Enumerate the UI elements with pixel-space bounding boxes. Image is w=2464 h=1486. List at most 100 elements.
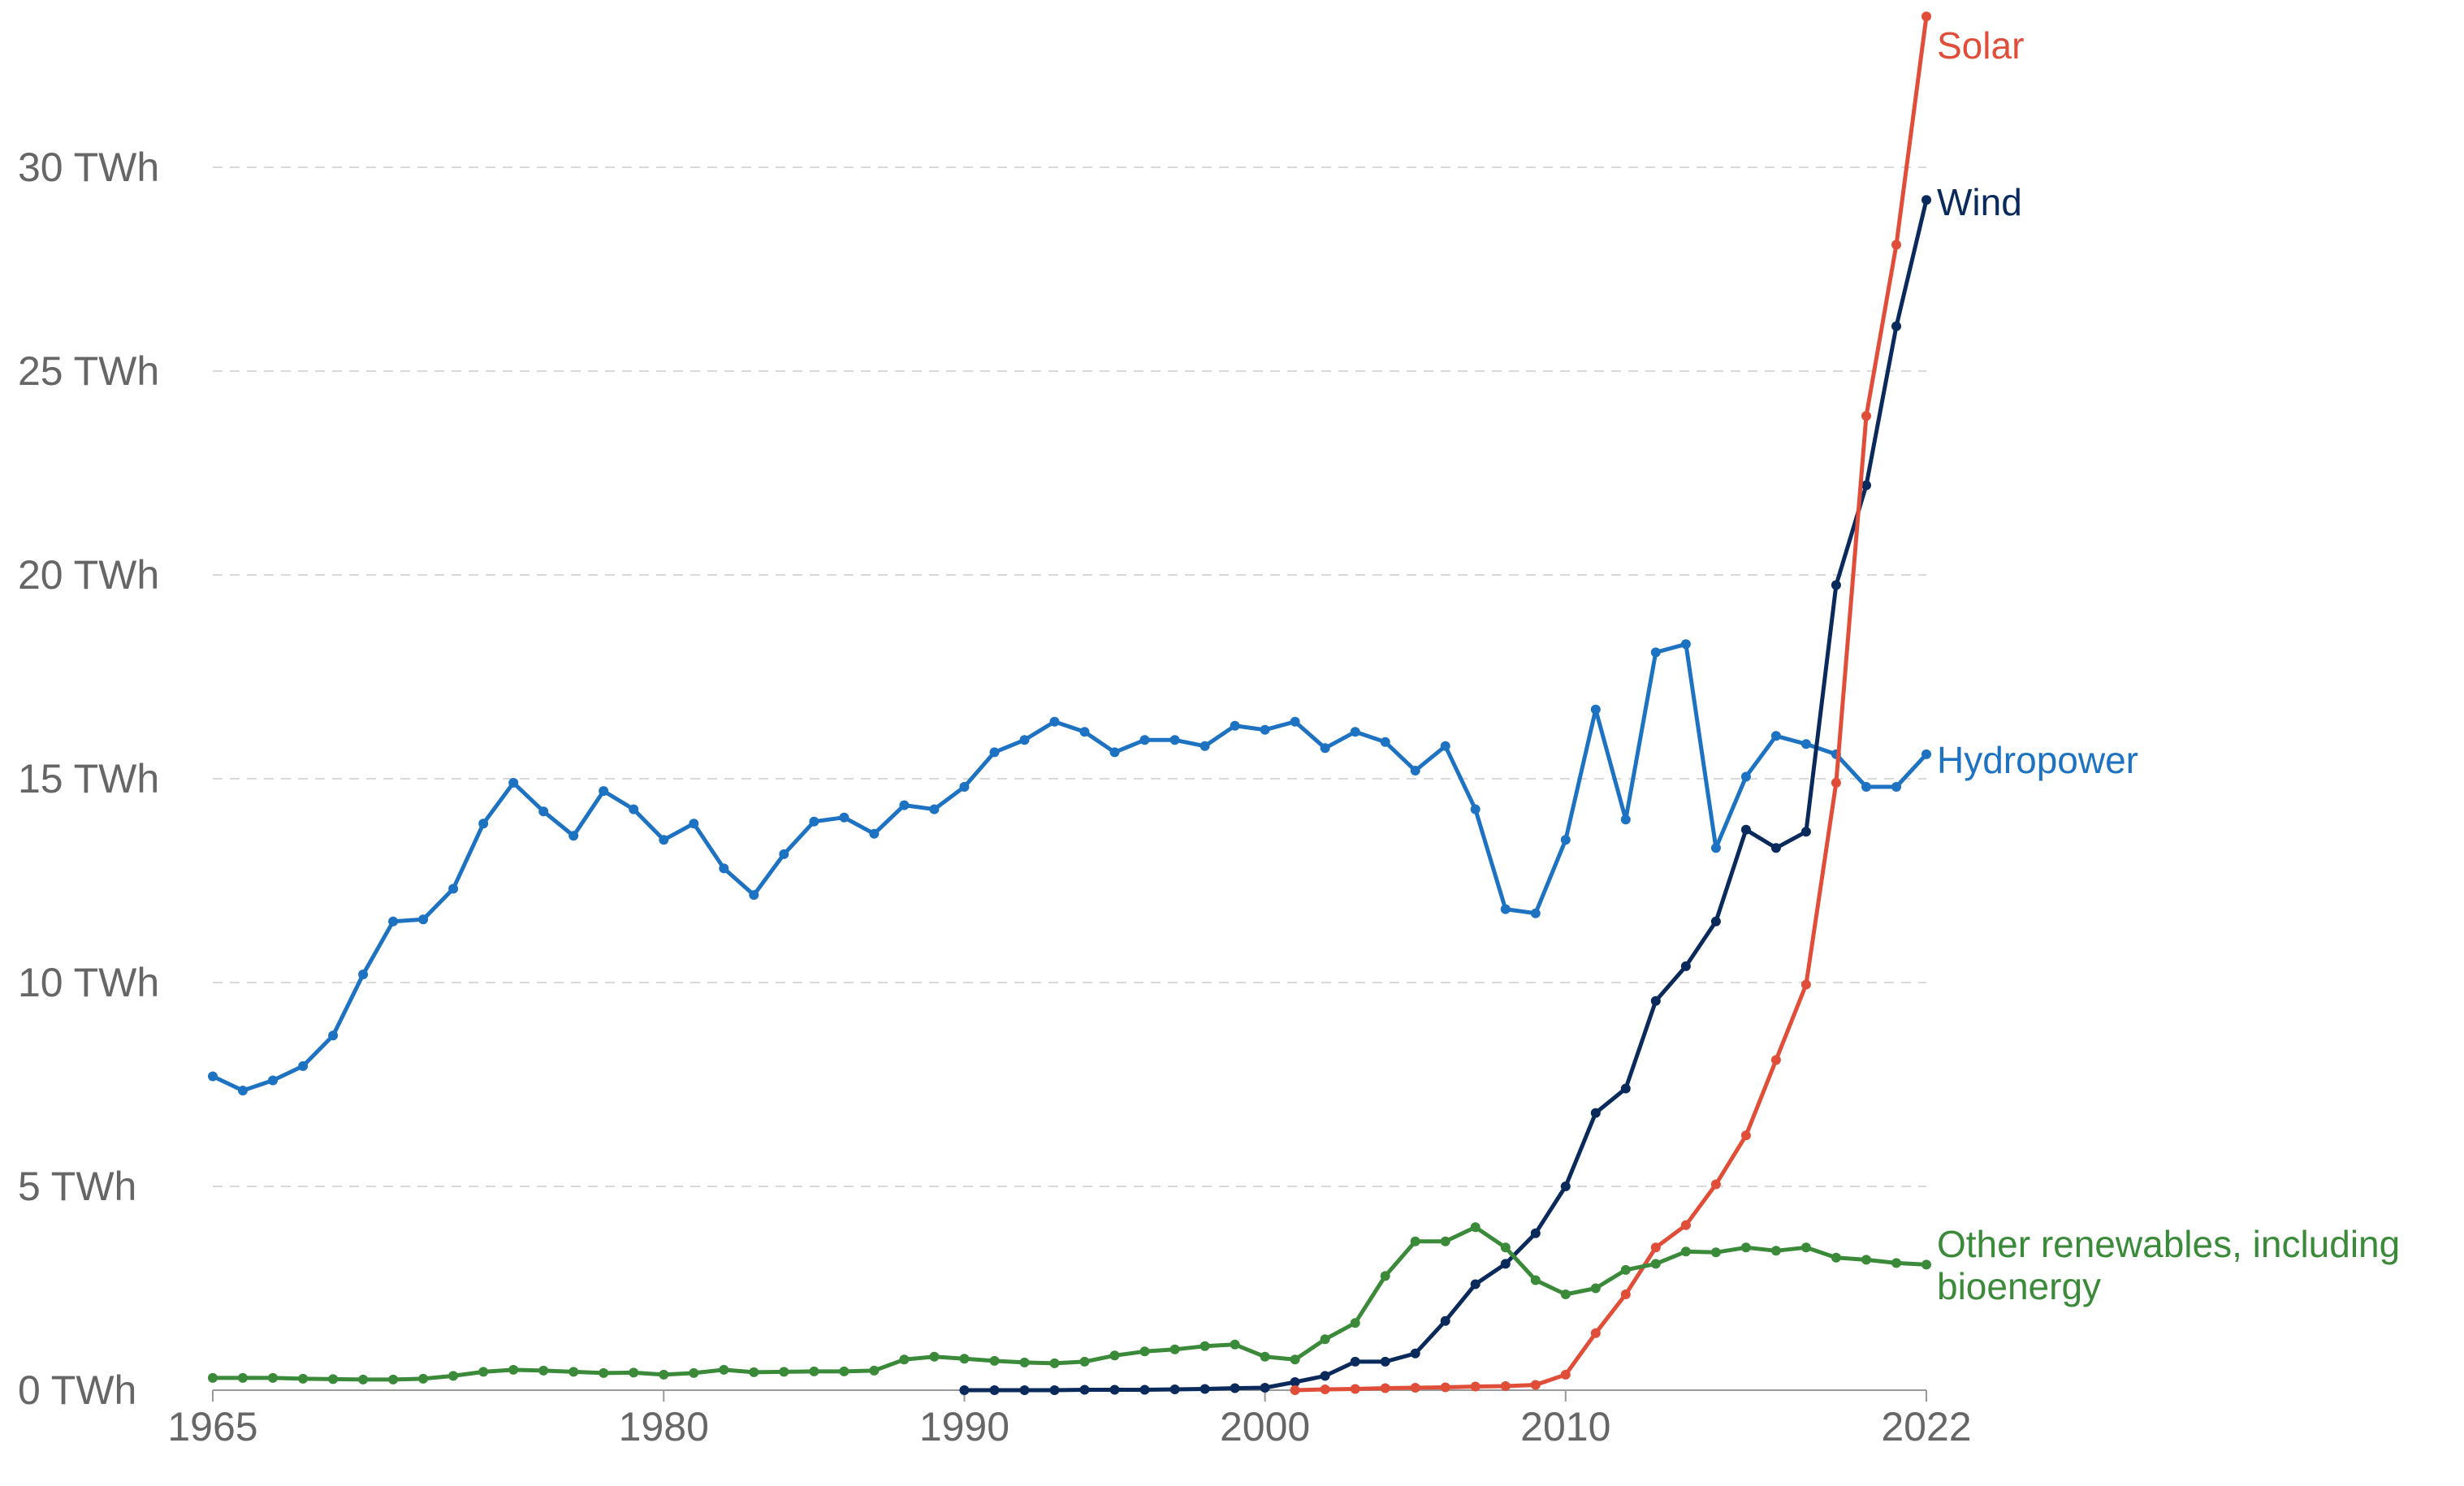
data-point xyxy=(809,816,819,827)
data-point xyxy=(629,804,639,814)
gridlines xyxy=(213,166,1926,1187)
data-point xyxy=(839,812,849,823)
data-point xyxy=(1891,1258,1901,1268)
data-point xyxy=(298,1373,309,1384)
data-point xyxy=(448,1371,459,1381)
data-point xyxy=(1230,720,1240,731)
data-point xyxy=(568,1367,579,1377)
x-tick-label: 2000 xyxy=(1220,1404,1310,1449)
data-point xyxy=(1530,1380,1541,1390)
series-0 xyxy=(208,639,1931,1095)
data-point xyxy=(268,1372,278,1383)
data-point xyxy=(1169,1384,1180,1394)
data-point xyxy=(779,849,789,859)
series-line xyxy=(211,641,1928,1093)
data-point xyxy=(1921,749,1931,759)
data-point xyxy=(418,914,429,925)
series-1 xyxy=(959,195,1931,1395)
data-point xyxy=(1440,1382,1450,1393)
data-point xyxy=(1740,1242,1751,1253)
y-tick-label: 10 TWh xyxy=(18,960,159,1005)
data-point xyxy=(1350,1356,1360,1367)
data-point xyxy=(1620,1264,1631,1275)
data-point xyxy=(929,1351,940,1362)
data-point xyxy=(869,828,880,839)
data-point xyxy=(1500,904,1511,914)
data-point xyxy=(1500,1381,1511,1391)
data-point xyxy=(1410,1348,1420,1359)
series-line xyxy=(213,1225,1927,1382)
data-point xyxy=(1470,1279,1481,1289)
data-point xyxy=(629,1367,639,1378)
data-point xyxy=(1079,727,1090,737)
data-point xyxy=(1800,979,1811,990)
series-labels: Hydropower Wind Solar Other renewables, inc… xyxy=(1937,24,2400,1307)
data-point xyxy=(1560,1181,1571,1191)
data-point xyxy=(1770,843,1781,853)
data-point xyxy=(1109,747,1120,758)
data-point xyxy=(508,1364,519,1375)
data-point xyxy=(899,800,910,810)
data-point xyxy=(1530,1275,1541,1285)
x-tick-label: 2010 xyxy=(1520,1404,1610,1449)
data-point xyxy=(1861,480,1871,490)
data-point xyxy=(448,883,459,894)
y-tick-label: 20 TWh xyxy=(18,552,159,598)
y-tick-label: 30 TWh xyxy=(18,145,159,190)
data-point xyxy=(208,1071,218,1082)
data-point xyxy=(1380,737,1390,747)
data-point xyxy=(1139,735,1150,745)
data-point xyxy=(508,778,519,788)
data-point xyxy=(1560,1369,1571,1380)
data-point xyxy=(839,1366,849,1376)
data-point xyxy=(1530,1228,1541,1238)
data-point xyxy=(989,747,1000,758)
data-point xyxy=(1410,1236,1420,1246)
data-point xyxy=(538,806,549,817)
data-point xyxy=(989,1355,1000,1366)
data-point xyxy=(1470,1222,1481,1233)
series-line xyxy=(964,199,1929,1393)
data-point xyxy=(1590,1108,1601,1118)
data-point xyxy=(749,1367,759,1377)
data-point xyxy=(599,1367,609,1378)
y-tick-label: 25 TWh xyxy=(18,348,159,394)
data-point xyxy=(1680,961,1691,971)
data-point xyxy=(1290,716,1300,727)
series-label: bioenergy xyxy=(1937,1265,2101,1307)
series-label: Solar xyxy=(1937,24,2024,67)
data-point xyxy=(1079,1384,1090,1395)
data-point xyxy=(1891,782,1901,792)
x-tick-label: 1980 xyxy=(619,1404,709,1449)
data-point xyxy=(1019,735,1030,745)
data-point xyxy=(328,1374,339,1384)
data-point xyxy=(238,1086,248,1095)
data-point xyxy=(689,819,699,829)
y-tick-label: 15 TWh xyxy=(18,756,159,801)
data-point xyxy=(1650,996,1661,1006)
data-point xyxy=(478,1367,489,1377)
x-tick-label: 1965 xyxy=(167,1404,257,1449)
data-point xyxy=(1260,724,1270,735)
x-axis-tick-labels: 1965 1980 1990 2000 2010 2022 xyxy=(167,1404,1971,1449)
data-point xyxy=(1800,827,1811,837)
data-point xyxy=(1290,1354,1300,1365)
data-point xyxy=(599,786,609,797)
data-point xyxy=(1109,1350,1120,1361)
data-point xyxy=(1500,1242,1511,1253)
data-point xyxy=(1831,778,1841,788)
data-point xyxy=(478,819,489,829)
data-point xyxy=(1410,766,1420,775)
data-point xyxy=(1350,1384,1360,1394)
series-3 xyxy=(208,1222,1931,1384)
y-axis-tick-labels: 0 TWh 5 TWh 10 TWh 15 TWh 20 TWh 25 TWh 30 TWh xyxy=(18,145,159,1413)
data-point xyxy=(1380,1356,1390,1367)
data-point xyxy=(1891,321,1901,331)
data-point xyxy=(899,1354,910,1365)
series-line xyxy=(1295,15,1929,1393)
data-point xyxy=(1350,727,1360,737)
data-point xyxy=(1320,1384,1330,1394)
data-point xyxy=(1380,1271,1390,1281)
data-point xyxy=(388,1374,399,1384)
